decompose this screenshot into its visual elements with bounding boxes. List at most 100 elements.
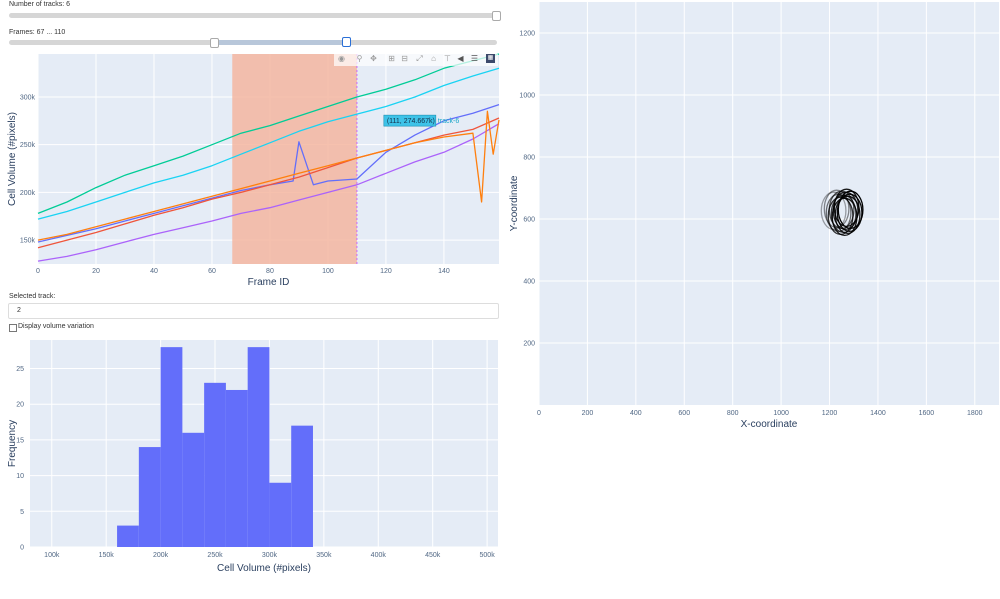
frames-slider-end-handle[interactable] [342,37,351,47]
position-x-tick-label: 1400 [870,410,886,417]
position-x-tick-label: 0 [537,410,541,417]
tooltip-value: (111, 274.667k) [387,118,435,125]
position-x-tick-label: 1200 [822,410,838,417]
position-x-tick-label: 600 [678,410,690,417]
cell-outline-trace[interactable] [820,188,864,237]
volume-x-tick-label: 80 [266,268,274,275]
position-x-tick-label: 1600 [919,410,935,417]
volume-y-tick-label: 300k [20,94,36,101]
histogram-bar[interactable] [247,347,270,547]
histogram-x-tick-label: 300k [262,552,278,559]
selected-track-input[interactable]: 2 [8,303,499,319]
histogram-x-tick-label: 350k [316,552,332,559]
position-y-tick-label: 800 [523,155,535,162]
frames-slider-range [214,40,346,45]
cell-outline [837,190,864,230]
tooltip-series: track-6 [438,118,460,125]
position-y-tick-label: 1000 [519,93,535,100]
cell-outline [827,196,854,236]
tracks-slider-handle[interactable] [492,11,501,21]
volume-series-track-1[interactable] [37,53,500,215]
hover-tooltip: (111, 274.667k) track-6 [383,114,460,127]
volume-y-tick-label: 250k [20,142,36,149]
closest-hover-icon[interactable]: ☰ [470,54,479,63]
volume-x-tick-label: 100 [322,268,334,275]
position-chart: 0 200 400 600 800 1000 1200 1400 1600 1800 200 400 6… [509,2,999,430]
histogram-y-axis-title: Frequency [7,420,18,467]
histogram-x-tick-label: 500k [480,552,496,559]
volume-variation-label: Display volume variation [18,323,94,330]
position-y-tick-label: 1200 [519,31,535,38]
camera-icon[interactable]: ◉ [338,54,345,63]
volume-line-chart: 0 20 40 60 80 100 120 140 150k 200k 250k 300k (111,… [7,53,500,288]
spike-lines-icon[interactable]: ⊤ [444,54,451,63]
position-y-axis-title: Y-coordinate [509,175,520,231]
cell-outline [833,188,860,228]
volume-series-track-3[interactable] [37,103,500,243]
position-x-tick-label: 800 [727,410,739,417]
volume-x-tick-label: 140 [438,268,450,275]
histogram-bar[interactable] [182,432,205,547]
histogram-x-tick-label: 250k [207,552,223,559]
volume-series-track-6[interactable] [37,110,500,241]
tracks-label: Number of tracks: 6 [9,1,71,8]
volume-y-tick-label: 200k [20,190,36,197]
histogram-bar[interactable] [269,482,292,547]
volume-series-track-2[interactable] [37,67,500,220]
histogram-bar[interactable] [291,425,313,547]
frames-label: Frames: 67 ... 110 [9,29,66,36]
position-x-tick-label: 1800 [967,410,983,417]
position-y-tick-label: 200 [523,341,535,348]
histogram-y-tick-label: 15 [16,437,24,444]
tracks-slider[interactable] [9,13,497,18]
frames-slider-start-handle[interactable] [210,38,219,48]
position-x-tick-label: 400 [630,410,642,417]
volume-histogram: 100k 150k 200k 250k 300k 350k 400k 450k 500k 0 5 10… [7,340,498,574]
histogram-y-tick-label: 0 [20,545,24,552]
histogram-y-tick-label: 5 [20,509,24,516]
position-x-axis-title: X-coordinate [741,419,798,430]
selected-track-value: 2 [17,307,21,314]
position-y-tick-label: 400 [523,279,535,286]
plotly-logo-icon[interactable]: ▦ [486,54,495,63]
histogram-x-tick-label: 450k [425,552,441,559]
zoom-icon[interactable]: ⚲ [356,54,363,63]
histogram-y-tick-label: 10 [16,473,24,480]
volume-series-track-5[interactable] [37,123,500,262]
volume-x-tick-label: 120 [380,268,392,275]
reset-axes-icon[interactable]: ⌂ [431,54,436,63]
histogram-x-axis-title: Cell Volume (#pixels) [217,563,311,574]
histogram-x-tick-label: 150k [99,552,115,559]
histogram-bar[interactable] [204,382,226,547]
volume-x-tick-label: 40 [150,268,158,275]
volume-x-tick-label: 60 [208,268,216,275]
volume-chart-x-axis-title: Frame ID [248,277,290,288]
position-y-tick-label: 600 [523,217,535,224]
volume-x-tick-label: 0 [36,268,40,275]
histogram-bar[interactable] [225,389,248,547]
autoscale-icon[interactable]: ⤢ [416,54,423,63]
histogram-x-tick-label: 400k [371,552,387,559]
histogram-bar[interactable] [138,447,161,547]
plot-toolbar: ◉ ⚲ ✥ ⊞ ⊟ ⤢ ⌂ ⊤ ◀ ☰ ▦ [334,54,498,66]
compare-hover-icon[interactable]: ◀ [457,54,464,63]
histogram-bar[interactable] [160,347,183,547]
volume-variation-checkbox[interactable] [9,324,17,332]
zoom-in-icon[interactable]: ⊞ [388,54,395,63]
zoom-out-icon[interactable]: ⊟ [401,54,408,63]
histogram-y-tick-label: 20 [16,402,24,409]
histogram-bar[interactable] [117,525,139,547]
selected-track-label: Selected track: [9,293,56,300]
pan-icon[interactable]: ✥ [370,54,377,63]
cell-outline [836,193,863,233]
volume-x-tick-label: 20 [92,268,100,275]
histogram-y-tick-label: 25 [16,366,24,373]
volume-chart-y-axis-title: Cell Volume (#pixels) [7,112,18,206]
volume-y-tick-label: 150k [20,238,36,245]
histogram-x-tick-label: 200k [153,552,169,559]
position-plot-background [539,2,999,405]
position-x-tick-label: 200 [582,410,594,417]
histogram-x-tick-label: 100k [44,552,60,559]
frame-selection-region[interactable] [232,54,357,264]
position-x-tick-label: 1000 [773,410,789,417]
